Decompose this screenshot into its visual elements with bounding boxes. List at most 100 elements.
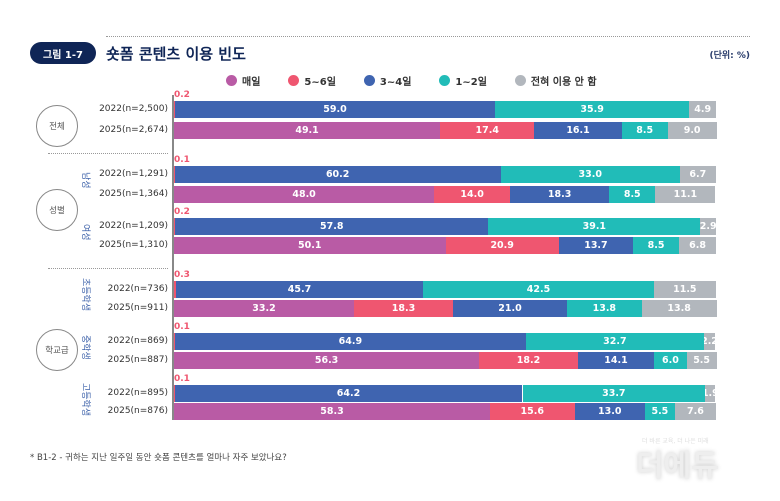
data-label-small: 0.1 [174, 374, 190, 384]
group-divider [48, 153, 168, 154]
row-label: 2022(n=1,291) [99, 169, 168, 179]
bar-segment: 14.1 [577, 352, 655, 369]
bar-segment: 59.0 [175, 101, 495, 118]
bar-segment: 33.7 [522, 385, 706, 402]
bar-segment: 33.0 [500, 166, 680, 183]
legend-item: 5~6일 [288, 73, 336, 88]
bar-segment: 64.2 [174, 385, 523, 402]
subgroup-male: 남성 [80, 172, 90, 189]
bar-segment: 35.9 [494, 101, 690, 118]
bar-segment: 11.5 [653, 281, 716, 298]
row-label: 2022(n=1,209) [99, 221, 168, 231]
data-label-small: 0.3 [174, 270, 190, 280]
bar-segment: 13.8 [566, 300, 642, 317]
row-label: 2025(n=2,674) [99, 125, 168, 135]
bar-segment [174, 101, 176, 118]
chart-title: 숏폼 콘텐츠 이용 빈도 [106, 45, 246, 63]
bar-segment: 13.8 [641, 300, 717, 317]
legend-label: 전혀 이용 안 함 [530, 77, 597, 88]
watermark-logo: 더에듀 [636, 449, 719, 484]
legend-label: 1~2일 [455, 77, 487, 88]
bar-segment: 5.5 [644, 403, 675, 420]
data-label-small: 0.1 [174, 155, 190, 165]
row-label: 2025(n=887) [107, 355, 168, 365]
bar-segment [174, 218, 176, 235]
bar-segment: 7.6 [674, 403, 716, 420]
bar-segment [174, 385, 175, 402]
bar-segment: 32.7 [526, 333, 704, 350]
unit-label: (단위: %) [709, 51, 750, 61]
bar-segment: 64.9 [174, 333, 527, 350]
subgroup-elementary: 초등학생 [80, 278, 90, 312]
bar-segment: 49.1 [174, 122, 441, 139]
bar-segment: 2.9 [700, 218, 716, 235]
bar-segment: 42.5 [423, 281, 654, 298]
bar-segment: 13.7 [558, 237, 634, 254]
group-divider [48, 268, 168, 269]
legend-swatch [288, 75, 300, 86]
subgroup-middle: 중학생 [80, 335, 90, 360]
bar-segment [174, 333, 175, 350]
subgroup-female: 여성 [80, 224, 90, 241]
bar-segment: 11.1 [655, 186, 716, 203]
bar-segment: 15.6 [489, 403, 575, 420]
bar-segment: 16.1 [534, 122, 622, 139]
bar-segment: 39.1 [488, 218, 701, 235]
legend-label: 매일 [242, 77, 261, 88]
bar-segment: 56.3 [174, 352, 480, 369]
legend-item: 매일 [226, 73, 260, 88]
row-label: 2025(n=1,310) [99, 240, 168, 250]
data-label-small: 0.2 [174, 207, 190, 217]
bar-segment: 45.7 [175, 281, 424, 298]
legend-swatch [439, 75, 451, 86]
legend: 매일 5~6일 3~4일 1~2일 전혀 이용 안 함 [226, 73, 597, 88]
watermark-tagline: 더 바른 교육, 더 나은 미래 [642, 438, 709, 445]
bar-segment: 5.5 [686, 352, 717, 369]
legend-swatch [514, 75, 526, 86]
figure-badge: 그림 1-7 [30, 42, 96, 64]
group-total: 전체 [36, 105, 78, 147]
bar-segment: 8.5 [621, 122, 668, 139]
row-label: 2025(n=876) [107, 406, 168, 416]
legend-swatch [363, 75, 375, 86]
bar-segment: 13.0 [574, 403, 645, 420]
bar-segment: 50.1 [174, 237, 446, 254]
row-label: 2022(n=2,500) [99, 104, 168, 114]
bar-segment: 1.9 [705, 385, 716, 402]
bar-segment: 17.4 [440, 122, 535, 139]
legend-item: 3~4일 [363, 73, 412, 88]
bar-segment [174, 281, 176, 298]
bar-segment: 6.7 [679, 166, 716, 183]
bar-segment: 20.9 [445, 237, 559, 254]
legend-label: 3~4일 [379, 77, 412, 88]
bar-segment: 4.9 [689, 101, 716, 118]
bar-segment: 57.8 [175, 218, 489, 235]
survey-note: * B1-2 - 귀하는 지난 일주일 동안 숏폼 콘텐츠를 얼마나 자주 보았… [30, 453, 287, 463]
subgroup-high: 고등학생 [80, 383, 90, 417]
bar-segment [174, 166, 175, 183]
bar-segment: 48.0 [174, 186, 435, 203]
bar-segment: 58.3 [174, 403, 490, 420]
bar-segment: 18.3 [510, 186, 610, 203]
legend-label: 5~6일 [304, 77, 336, 88]
bar-segment: 21.0 [453, 300, 567, 317]
group-gender: 성별 [36, 189, 78, 231]
bar-segment: 8.5 [633, 237, 680, 254]
legend-item: 전혀 이용 안 함 [514, 73, 597, 88]
legend-swatch [226, 75, 237, 86]
bar-segment: 9.0 [667, 122, 717, 139]
group-school: 학교급 [36, 329, 78, 371]
bar-segment: 33.2 [174, 300, 354, 317]
row-label: 2022(n=869) [107, 336, 168, 346]
bar-segment: 60.2 [174, 166, 501, 183]
bar-segment: 14.0 [434, 186, 511, 203]
legend-item: 1~2일 [439, 73, 487, 88]
row-label: 2022(n=895) [107, 388, 168, 398]
title-divider [106, 36, 750, 37]
row-label: 2025(n=1,364) [99, 189, 168, 199]
row-label: 2025(n=911) [107, 303, 168, 313]
bar-segment: 6.0 [654, 352, 687, 369]
row-label: 2022(n=736) [107, 284, 168, 294]
y-axis-line [172, 95, 174, 420]
bar-segment: 6.8 [679, 237, 716, 254]
